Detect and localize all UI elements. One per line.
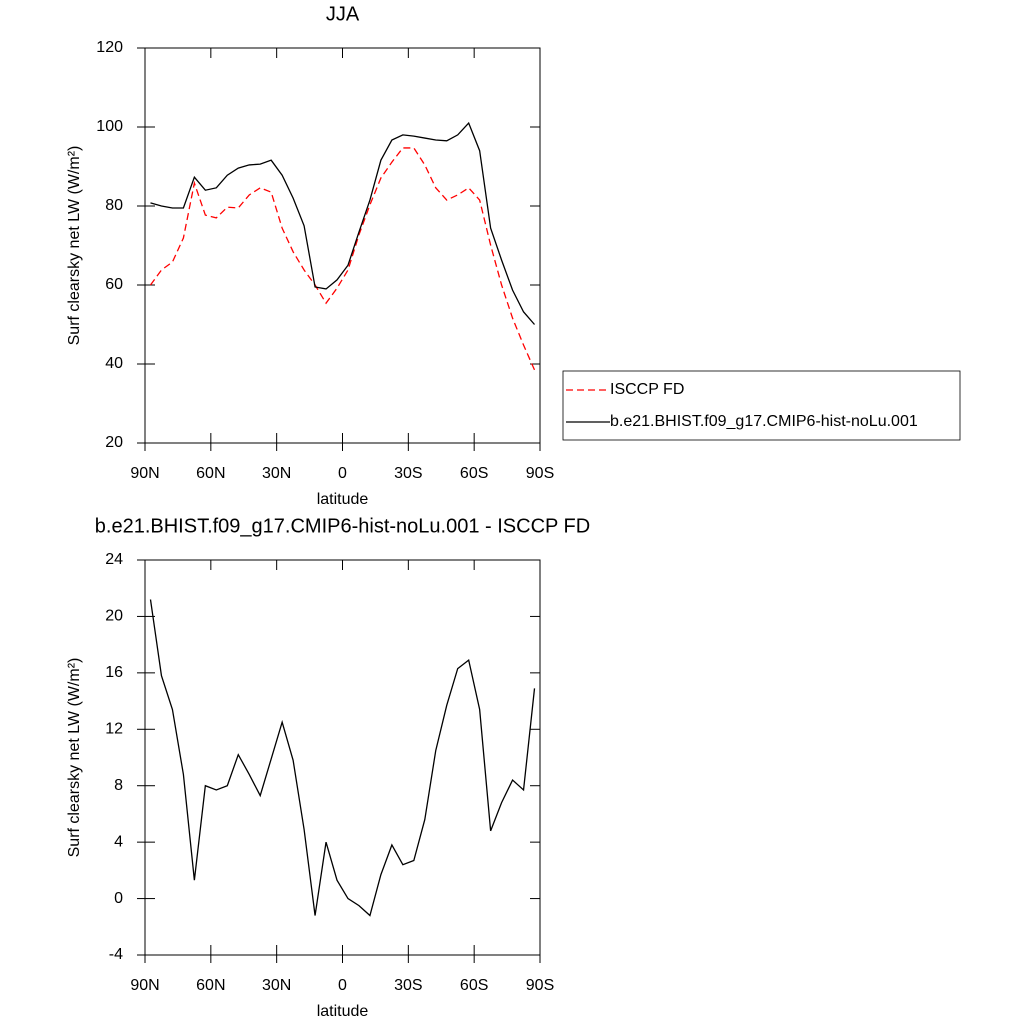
y-tick-label: 12 <box>105 721 123 738</box>
x-tick-label: 0 <box>338 465 347 482</box>
legend-box <box>562 370 961 441</box>
data-line <box>149 147 536 371</box>
x-tick-label: 60N <box>196 465 225 482</box>
x-tick-label: 60S <box>460 977 488 994</box>
legend-label: b.e21.BHIST.f09_g17.CMIP6-hist-noLu.001 <box>610 413 918 430</box>
legend-label: ISCCP FD <box>610 381 684 398</box>
y-tick-label: 40 <box>105 355 123 372</box>
x-tick-label: 60N <box>196 977 225 994</box>
data-line <box>150 121 536 325</box>
y-tick-label: 20 <box>105 608 123 625</box>
x-tick-label: 90S <box>526 465 554 482</box>
x-tick-label: 90N <box>130 465 159 482</box>
y-tick-label: 20 <box>105 434 123 451</box>
x-tick-label: 90S <box>526 977 554 994</box>
x-tick-label: 0 <box>338 977 347 994</box>
x-tick-label: 30N <box>262 465 291 482</box>
y-tick-label: 8 <box>114 777 123 794</box>
x-tick-label: 60S <box>460 465 488 482</box>
y-tick-label: -4 <box>109 946 123 963</box>
chart-title: b.e21.BHIST.f09_g17.CMIP6-hist-noLu.001 … <box>95 515 590 537</box>
x-tick-label: 30S <box>394 465 422 482</box>
y-tick-label: 100 <box>96 118 123 135</box>
plot-frame <box>144 559 541 956</box>
y-tick-label: 60 <box>105 276 123 293</box>
x-tick-label: 30N <box>262 977 291 994</box>
y-axis-label: Surf clearsky net LW (W/m²) <box>66 658 83 858</box>
x-tick-label: 30S <box>394 977 422 994</box>
x-axis-label: latitude <box>317 491 369 508</box>
x-axis-label: latitude <box>317 1003 369 1020</box>
y-tick-label: 16 <box>105 664 123 681</box>
y-tick-label: 80 <box>105 197 123 214</box>
data-line <box>149 599 536 917</box>
y-tick-label: 0 <box>114 890 123 907</box>
y-tick-label: 24 <box>105 551 123 568</box>
y-tick-label: 120 <box>96 39 123 56</box>
chart-title: JJA <box>326 3 360 25</box>
plot-frame <box>144 47 541 444</box>
y-tick-label: 4 <box>114 833 123 850</box>
x-tick-label: 90N <box>130 977 159 994</box>
y-axis-label: Surf clearsky net LW (W/m²) <box>66 146 83 346</box>
